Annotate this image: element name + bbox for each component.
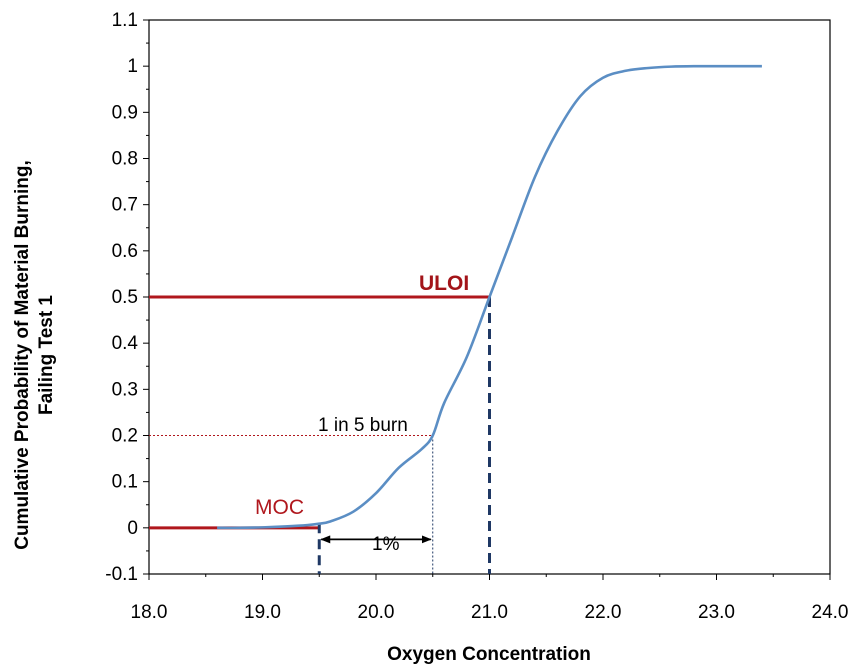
y-axis-title-line2: Failing Test 1 xyxy=(36,295,57,415)
annotations: MOC ULOI 1 in 5 burn 1% xyxy=(255,272,469,555)
y-tick-label: 0 xyxy=(127,518,138,539)
y-tick-label: -0.1 xyxy=(105,564,138,585)
x-tick-label: 18.0 xyxy=(131,602,168,623)
y-tick-label: 0.5 xyxy=(112,287,138,308)
y-tick-label: 0.9 xyxy=(112,102,138,123)
y-tick-label: 1.1 xyxy=(112,10,138,31)
x-tick-label: 20.0 xyxy=(358,602,395,623)
y-tick-label: 0.7 xyxy=(112,195,138,216)
burn-label: 1 in 5 burn xyxy=(318,415,408,436)
x-tick-label: 21.0 xyxy=(471,602,508,623)
series-layer xyxy=(217,64,762,530)
series-line xyxy=(217,64,762,530)
y-axis-title-line1: Cumulative Probability of Material Burni… xyxy=(12,160,33,550)
uloi-label: ULOI xyxy=(419,272,469,295)
x-axis-title: Oxygen Concentration xyxy=(387,644,591,665)
y-tick-label: 0.6 xyxy=(112,241,138,262)
moc-label: MOC xyxy=(255,496,304,519)
y-tick-label: 0.3 xyxy=(112,379,138,400)
y-tick-label: 0.1 xyxy=(112,472,138,493)
x-tick-label: 19.0 xyxy=(244,602,281,623)
x-axis-ticks: 18.0 19.0 20.0 21.0 22.0 23.0 24.0 xyxy=(131,574,849,623)
y-tick-label: 1 xyxy=(127,56,138,77)
x-tick-label: 24.0 xyxy=(812,602,849,623)
y-tick-label: 0.2 xyxy=(112,426,138,447)
span-label: 1% xyxy=(372,534,400,555)
y-axis-ticks: -0.1 0 0.1 0.2 0.3 0.4 0.5 0.6 0.7 0.8 0.9 1 1.1 xyxy=(105,10,149,585)
x-tick-label: 23.0 xyxy=(698,602,735,623)
y-tick-label: 0.4 xyxy=(112,333,139,354)
y-tick-label: 0.8 xyxy=(112,149,138,170)
x-tick-label: 22.0 xyxy=(585,602,622,623)
